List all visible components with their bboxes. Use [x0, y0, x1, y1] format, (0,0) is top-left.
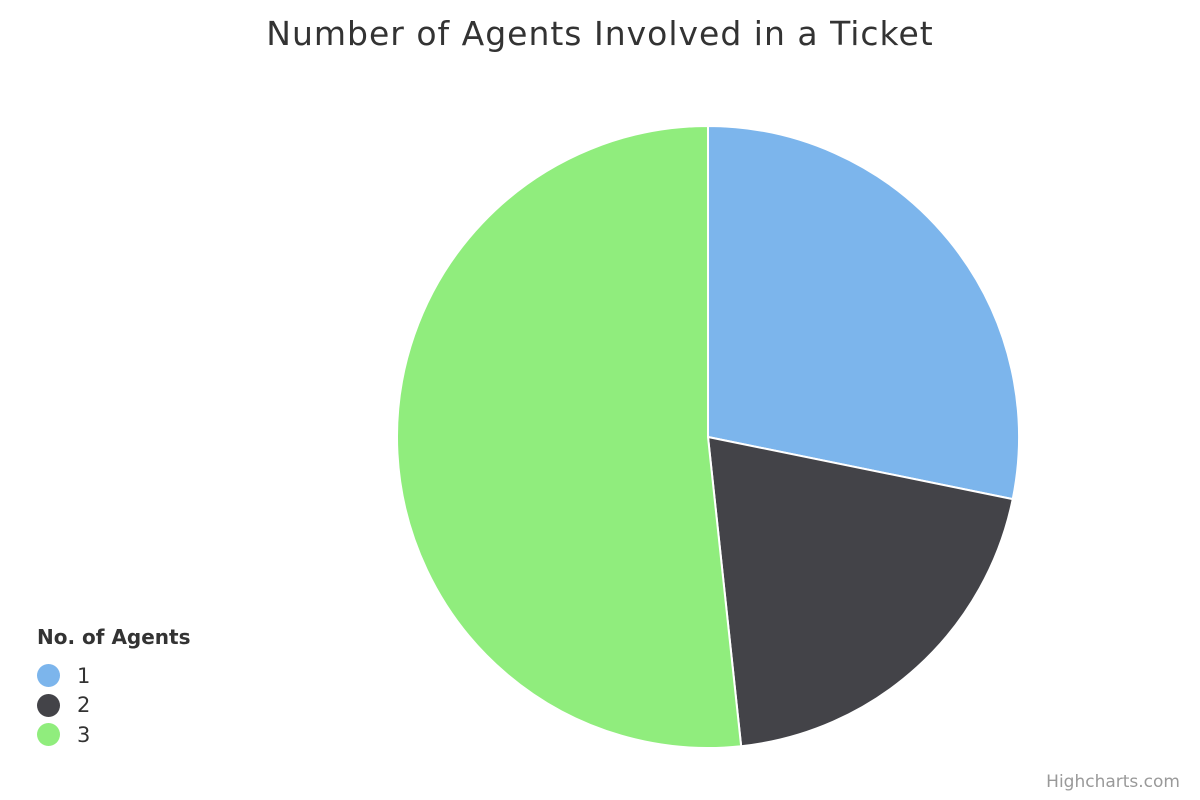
- pie-slice-2[interactable]: [707, 436, 1014, 748]
- legend-label-3: 3: [77, 722, 91, 747]
- legend-marker-3: [37, 723, 60, 747]
- legend-marker-1: [37, 664, 60, 688]
- legend-label-2: 2: [77, 693, 91, 718]
- legend-marker-2: [37, 693, 60, 717]
- legend-item-3[interactable]: 3: [37, 720, 191, 750]
- pie-slice-3[interactable]: [396, 125, 743, 749]
- legend-label-1: 1: [77, 663, 91, 688]
- credits-link[interactable]: Highcharts.com: [1046, 772, 1180, 792]
- legend-title: No. of Agents: [37, 625, 191, 649]
- legend: No. of Agents 1 2 3: [37, 625, 191, 750]
- pie-slice-1[interactable]: [707, 125, 1020, 501]
- legend-item-1[interactable]: 1: [37, 661, 191, 691]
- legend-item-2[interactable]: 2: [37, 691, 191, 721]
- chart-title: Number of Agents Involved in a Ticket: [266, 14, 934, 53]
